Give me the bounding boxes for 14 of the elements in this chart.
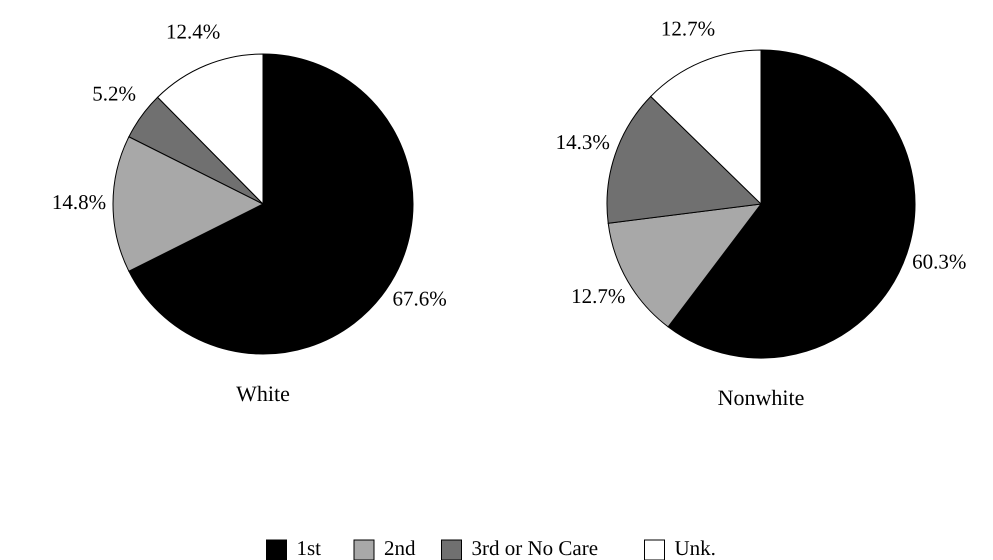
text: White: [236, 381, 290, 406]
text: Nonwhite: [718, 385, 804, 410]
data-label: 14.8%: [52, 190, 106, 214]
legend-label: 2nd: [384, 536, 416, 560]
legend-label: 1st: [296, 536, 322, 560]
data-label: 60.3%: [912, 250, 966, 274]
legend-label: Unk.: [674, 536, 716, 560]
data-label: 12.7%: [571, 284, 626, 308]
data-label: 12.4%: [166, 20, 220, 44]
legend-label: 3rd or No Care: [472, 536, 598, 560]
data-label: 67.6%: [392, 286, 447, 310]
data-label: 14.3%: [556, 130, 610, 154]
data-label: 5.2%: [92, 82, 136, 106]
data-label: 12.7%: [660, 16, 716, 41]
